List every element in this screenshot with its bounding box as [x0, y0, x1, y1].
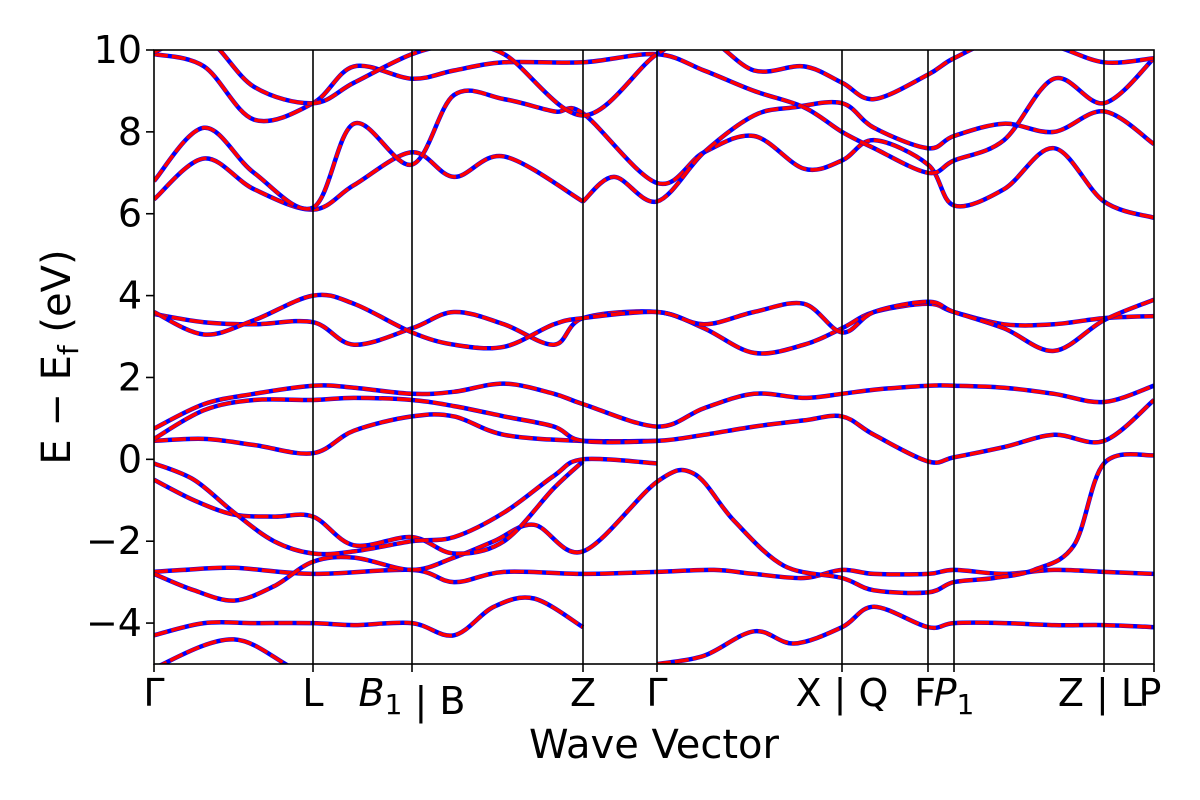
x-tick-label-2: L	[302, 671, 323, 715]
x-tick-label-3: B1 | B	[359, 671, 466, 724]
plot-frame	[153, 49, 1155, 665]
band-4-reference	[154, 459, 585, 556]
band-4-comparison	[154, 460, 585, 556]
band-8-comparison	[154, 412, 658, 456]
x-tick-label-6: X | Q	[796, 671, 889, 716]
band-6-reference	[154, 595, 585, 638]
x-axis-label: Wave Vector	[529, 722, 780, 768]
band-3-reference	[154, 451, 1154, 603]
band-17-comparison	[154, 50, 1154, 118]
band-7-reference	[656, 604, 1154, 664]
band-6-comparison	[154, 595, 584, 638]
y-tick-label-5: 4	[118, 274, 142, 318]
y-tick-label-7: 8	[118, 110, 142, 154]
x-tick-label-8: P1	[934, 671, 975, 721]
band-16-reference	[154, 51, 1154, 176]
x-tick-label-7: F	[914, 671, 936, 715]
band-5-comparison	[154, 457, 658, 556]
bands-layer	[154, 50, 1154, 664]
kpoint-lines	[312, 50, 1105, 664]
band-9-comparison	[154, 381, 1154, 431]
band-17-reference	[154, 50, 1154, 118]
y-axis-label-main: E − E	[34, 355, 80, 465]
y-tick-label-2: −2	[86, 519, 142, 563]
band-13-comparison	[154, 150, 584, 212]
y-tick-label-4: 2	[118, 355, 142, 399]
band-1-comparison	[159, 637, 289, 664]
band-16-comparison	[154, 52, 1154, 175]
x-tick-label-4: Z	[570, 671, 596, 715]
x-tick-label-5: Γ	[646, 671, 667, 715]
y-tick-label-3: 0	[118, 437, 142, 481]
x-tick-label-9: Z | L	[1058, 671, 1142, 716]
band-15-comparison	[581, 100, 1154, 204]
band-5-reference	[154, 456, 658, 557]
y-axis-label: E − Ef (eV)	[34, 249, 85, 464]
band-2-comparison	[154, 565, 1154, 584]
band-7-comparison	[656, 604, 1154, 664]
band-10-comparison	[154, 396, 1154, 465]
y-axis-label-unit: (eV)	[34, 249, 80, 345]
band-9-reference	[154, 381, 1154, 431]
y-tick-label-6: 6	[118, 192, 142, 236]
y-tick-label-8: 10	[94, 28, 142, 72]
band-12-comparison	[154, 293, 1154, 353]
band-8-reference	[154, 412, 658, 456]
x-tick-label-10: P	[1139, 671, 1162, 715]
band-15-reference	[581, 99, 1154, 204]
y-tick-label-1: −4	[86, 601, 142, 645]
y-axis-label-sub: f	[52, 344, 85, 355]
y-axis-ticks: −4 −2 0 2 4 6 8 10	[86, 28, 154, 645]
x-axis-ticks: Γ L B1 | B Z Γ X | Q FP1 Z | LP	[143, 664, 1161, 724]
x-tick-label-1: Γ	[143, 671, 164, 715]
